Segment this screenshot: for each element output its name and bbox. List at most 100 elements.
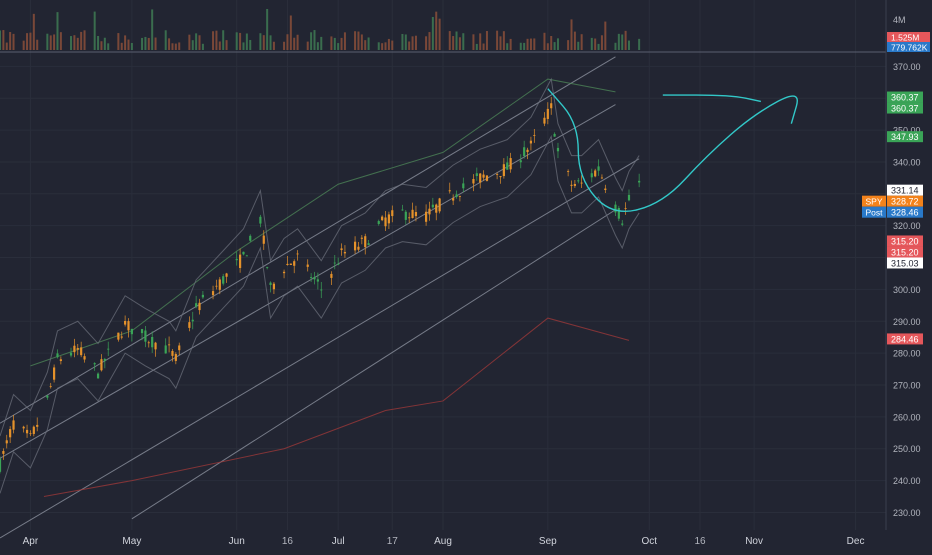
candle-body (452, 198, 455, 201)
candle-body (330, 273, 333, 278)
price-tag-mid-low-2 (887, 246, 923, 258)
candle-body (69, 352, 73, 356)
volume-bar (93, 11, 96, 51)
price-tag-value: 331.14 (891, 186, 919, 196)
candle-body (249, 235, 252, 241)
x-tick-label: Nov (745, 536, 763, 547)
candle-body (195, 303, 198, 307)
candle-body (147, 342, 150, 344)
volume-bar (408, 41, 411, 50)
candle-body (151, 336, 154, 348)
candle-body (117, 332, 120, 340)
volume-bar (32, 13, 35, 50)
candle-body (188, 322, 191, 328)
candle-body (624, 208, 627, 209)
candle-body (424, 211, 428, 222)
volume-bar (56, 12, 59, 50)
volume-bar (543, 32, 546, 50)
candle-body (83, 356, 86, 360)
price-tag-value: 284.46 (891, 334, 919, 344)
volume-bar (597, 43, 600, 50)
volume-bar (249, 39, 252, 50)
volume-bar (76, 37, 79, 50)
candle-body (198, 302, 201, 311)
volume-bar (482, 43, 485, 50)
price-axis[interactable]: 230.00 240.00 250.00 260.00 270.00 280.00 290.… (893, 62, 921, 518)
candle-body (526, 149, 529, 153)
candle-body (316, 279, 319, 282)
candle-body (93, 363, 96, 365)
candle-body (313, 277, 316, 280)
price-tag-value: 347.93 (891, 132, 919, 142)
candle-body (364, 236, 367, 248)
volume-bar (499, 36, 502, 50)
volume-bar (313, 30, 316, 50)
volume-bar (367, 37, 370, 50)
candle-body (154, 342, 157, 350)
x-tick-label: 16 (282, 536, 294, 547)
x-tick-label: Oct (642, 536, 658, 547)
volume-bar (387, 38, 390, 50)
candle-body (242, 251, 245, 255)
drawing-tail-line (662, 94, 762, 103)
candle-body (178, 345, 181, 351)
x-tick-label: Dec (847, 536, 865, 547)
candle-body (235, 258, 238, 261)
volume-bar (333, 37, 336, 50)
volume-bar (624, 30, 627, 50)
candle-body (435, 204, 438, 213)
candle-body (127, 321, 130, 331)
volume-bar (435, 11, 438, 50)
x-tick-label: Apr (23, 536, 39, 547)
y-tick-label: 350.00 (893, 126, 921, 136)
volume-bar (191, 40, 194, 50)
volume-bar (147, 37, 150, 50)
volume-bar (411, 36, 414, 50)
volume-bar (120, 42, 123, 50)
candle-body (59, 359, 62, 362)
y-tick-label: 230.00 (893, 508, 921, 518)
candle-body (266, 267, 269, 269)
candle-body (438, 198, 441, 212)
volume-bar (401, 33, 404, 50)
volume-bar (364, 40, 367, 50)
volume-bar (546, 43, 549, 50)
candle-body (387, 214, 390, 224)
time-axis[interactable]: Apr May Jun 16 Jul 17 Aug Sep Oct 16 Nov Dec (23, 536, 865, 547)
volume-bar (448, 31, 451, 50)
volume-bar (604, 21, 607, 50)
volume-bar (577, 41, 580, 50)
volume-bar (553, 42, 556, 50)
volume-bar (627, 40, 630, 50)
price-tag-label: Post (865, 208, 883, 218)
candle-body (506, 162, 509, 170)
volume-bar (340, 37, 343, 50)
volume-bar (174, 43, 177, 50)
candles-layer (0, 96, 641, 474)
candle-body (404, 211, 407, 220)
volume-bar (178, 42, 181, 50)
volume-bar (580, 34, 583, 50)
candle-body (431, 204, 434, 208)
price-tag-last-close (887, 195, 923, 207)
candle-body (56, 353, 59, 358)
volume-bar (306, 41, 309, 50)
candle-body (2, 451, 5, 454)
volume-bar (414, 35, 417, 50)
volume-bar (107, 43, 110, 50)
candle-body (573, 183, 576, 186)
candle-body (211, 291, 215, 296)
candle-body (567, 171, 570, 172)
volume-bar (428, 32, 431, 50)
candle-body (191, 319, 194, 322)
volume-bar (195, 33, 198, 50)
candle-body (638, 180, 641, 183)
volume-bar (188, 34, 191, 50)
volume-bar (201, 43, 204, 50)
volume-bar (144, 36, 147, 50)
volume-bar (141, 37, 144, 50)
volume-bar (2, 30, 5, 50)
